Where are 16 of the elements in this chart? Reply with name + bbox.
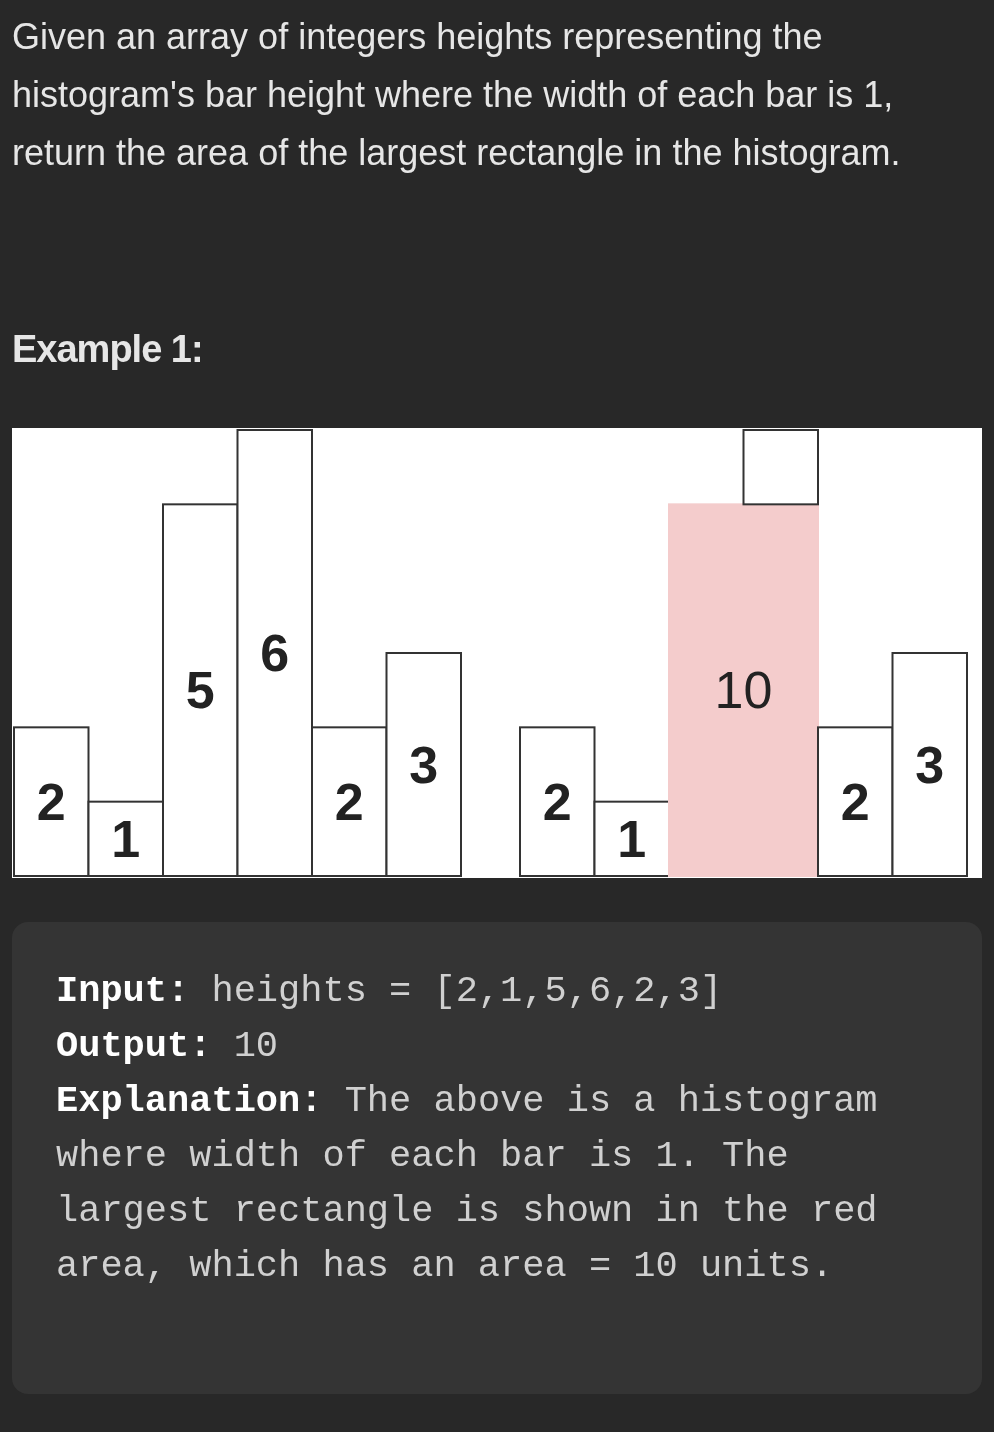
chart-subtitle: Example 1: [12,328,203,371]
data-label: 2 [36,772,66,831]
data-label: 6 [260,624,290,683]
data-label: 1 [617,810,647,869]
text: Explanation: The above is a histogram where width of each bar is 1. The largest rectangle is shown in the red area, which has an area = 10 units. [56,1079,879,1289]
data-label: 5 [185,661,215,720]
text: Output: 10 [56,1024,280,1069]
annotation: 10 [714,661,773,720]
text: Input: heights = [2,1,5,6,2,3] [56,969,724,1014]
data-label: 2 [334,772,364,831]
data-label: 2 [840,772,870,831]
data-label: 2 [542,772,572,831]
chart-title: Given an array of integers heights representing the histogram's bar height where the width of each bar is 1, return the area of the largest rectangle in the histogram. [12,15,902,175]
data-label: 3 [915,735,945,794]
data-label: 1 [111,810,141,869]
data-label: 3 [409,735,439,794]
